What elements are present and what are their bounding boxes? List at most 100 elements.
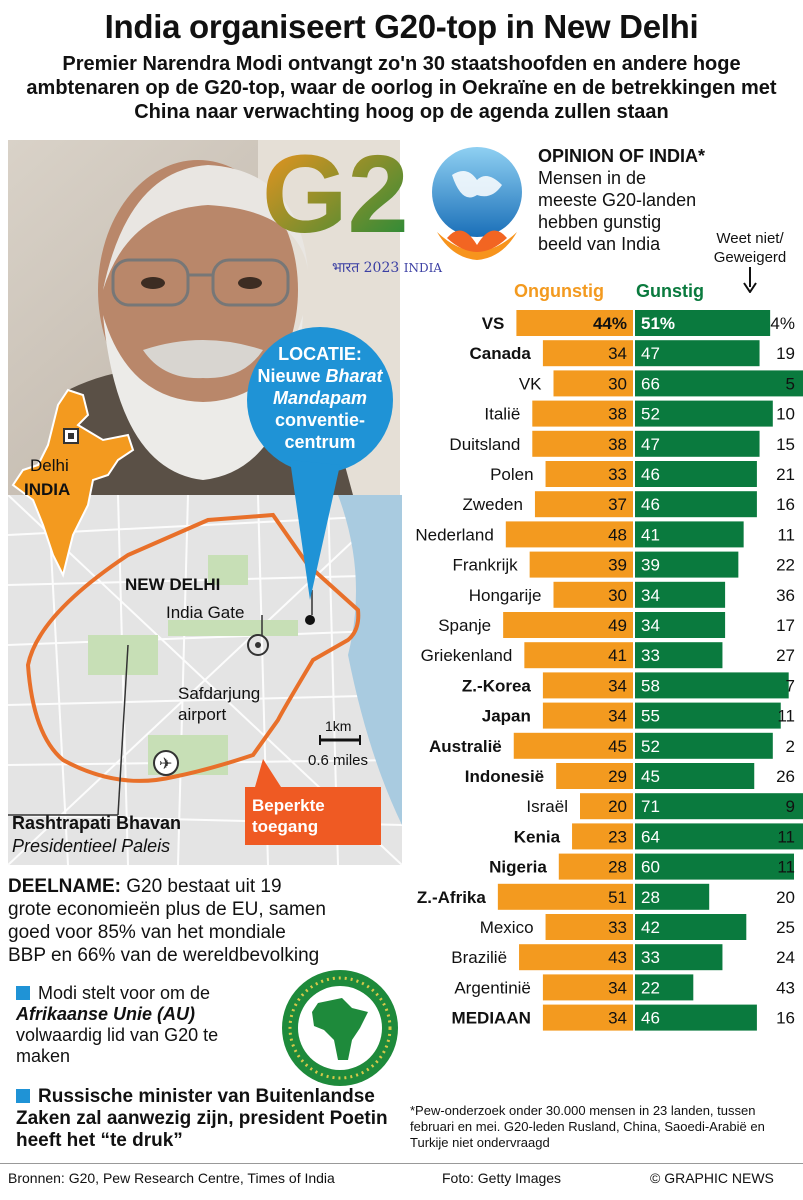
bar-favorable: [635, 642, 723, 669]
bullet-au: Modi stelt voor om de Afrikaanse Unie (A…: [16, 983, 256, 1067]
bar-favorable: [635, 491, 757, 518]
country-label: Zweden: [462, 495, 522, 514]
label-dont-know: 11: [777, 827, 795, 846]
label-favorable: 51%: [641, 314, 675, 333]
bar-favorable: [635, 370, 803, 397]
arrow-down-icon: [743, 267, 757, 294]
label-unfavorable: 38: [608, 405, 627, 424]
label-dont-know: 11: [777, 858, 795, 877]
restricted-l2: toegang: [252, 817, 319, 836]
label-unfavorable: 34: [608, 978, 627, 997]
locatie-l1: Nieuwe: [257, 366, 321, 386]
country-label: Z.-Korea: [462, 676, 532, 695]
label-favorable: 22: [641, 978, 660, 997]
bar-unfavorable: [505, 521, 633, 548]
label-unfavorable: 20: [608, 797, 627, 816]
legend-unfavorable: Ongunstig: [514, 281, 604, 301]
label-favorable: 41: [641, 525, 660, 544]
label-favorable: 46: [641, 1009, 660, 1028]
label-unfavorable: 30: [608, 374, 627, 393]
bar-unfavorable: [580, 793, 633, 820]
bar-unfavorable: [542, 672, 633, 699]
label-unfavorable: 43: [608, 948, 627, 967]
label-favorable: 58: [641, 676, 660, 695]
deelname-label: DEELNAME:: [8, 876, 121, 897]
sources: Bronnen: G20, Pew Research Centre, Times…: [8, 1170, 335, 1186]
bullet1-c: volwaardig lid van G20 te maken: [16, 1025, 219, 1066]
deelname-text: DEELNAME: G20 bestaat uit 19 grote econo…: [8, 875, 328, 967]
label-dont-know: 27: [776, 646, 795, 665]
footer-divider: [0, 1163, 803, 1164]
label-unfavorable: 45: [608, 737, 627, 756]
label-dont-know: 22: [776, 556, 795, 575]
label-favorable: 52: [641, 737, 660, 756]
bar-unfavorable: [524, 642, 633, 669]
label-dont-know: 11: [777, 707, 795, 726]
label-unfavorable: 34: [608, 344, 627, 363]
label-dont-know: 4%: [770, 314, 795, 333]
photo-credit: Foto: Getty Images: [442, 1170, 562, 1186]
bar-favorable: [635, 914, 747, 940]
label-unfavorable: 48: [608, 525, 627, 544]
label-favorable: 66: [641, 374, 660, 393]
label-dont-know: 2: [786, 737, 795, 756]
country-label: Hongarije: [469, 586, 542, 605]
label-dont-know: 10: [776, 405, 795, 424]
bar-favorable: [635, 763, 755, 789]
country-label: Italië: [484, 405, 520, 424]
bar-favorable: [635, 732, 773, 759]
label-favorable: 46: [641, 465, 660, 484]
bar-favorable: [635, 581, 726, 608]
locatie-l2-italic: Mandapam: [272, 388, 368, 408]
country-label: Mexico: [480, 918, 534, 937]
chart-title: OPINION OF INDIA*: [538, 146, 706, 166]
dk-label-l1: Weet niet/: [716, 230, 784, 247]
bar-unfavorable: [545, 461, 633, 487]
label-unfavorable: 33: [608, 465, 627, 484]
bar-unfavorable: [516, 310, 633, 336]
bar-favorable: [635, 551, 739, 578]
bullet-square-icon: [16, 986, 30, 1000]
locatie-line3: conventie-: [274, 410, 366, 430]
page-title: India organiseert G20-top in New Delhi: [104, 8, 699, 45]
locatie-line1: Nieuwe Bharat: [245, 365, 395, 387]
india-outline-map: [11, 388, 135, 578]
bar-favorable: [635, 672, 789, 699]
label-unfavorable: 44%: [593, 314, 627, 333]
country-label: Argentinië: [454, 978, 531, 997]
country-label: Indonesië: [465, 767, 544, 786]
palace-sub: Presidentieel Paleis: [12, 836, 171, 856]
label-favorable: 71: [641, 797, 660, 816]
label-unfavorable: 51: [608, 888, 627, 907]
label-unfavorable: 39: [608, 556, 627, 575]
label-unfavorable: 34: [608, 707, 627, 726]
locatie-text: LOCATIE: Nieuwe Bharat Mandapam conventi…: [245, 343, 395, 453]
airport-l2: airport: [178, 705, 227, 724]
country-label: Nigeria: [489, 858, 547, 877]
bar-unfavorable: [513, 732, 633, 759]
dk-column-label: Weet niet/ Geweigerd: [700, 229, 800, 298]
bar-favorable: [635, 461, 757, 487]
label-unfavorable: 30: [608, 586, 627, 605]
label-unfavorable: 49: [608, 616, 627, 635]
label-dont-know: 9: [786, 797, 795, 816]
label-dont-know: 24: [776, 948, 795, 967]
label-favorable: 46: [641, 495, 660, 514]
svg-text:✈: ✈: [159, 754, 172, 773]
country-label: Griekenland: [421, 646, 513, 665]
label-unfavorable: 23: [608, 827, 627, 846]
bar-unfavorable: [553, 581, 633, 608]
scale-miles: 0.6 miles: [308, 752, 369, 769]
label-unfavorable: 41: [608, 646, 627, 665]
bar-favorable: [635, 612, 726, 638]
legend-favorable: Gunstig: [636, 281, 704, 301]
label-dont-know: 16: [776, 1009, 795, 1028]
bullet1-b: Afrikaanse Unie (AU): [16, 1004, 196, 1024]
bullet1-a: Modi stelt voor om de: [38, 983, 211, 1003]
palace-name: Rashtrapati Bhavan: [12, 813, 182, 833]
country-label: Duitsland: [449, 435, 520, 454]
country-label: Japan: [482, 707, 531, 726]
logo-tagline: भारत 2023 INDIA: [332, 260, 442, 276]
bar-favorable: [635, 310, 771, 336]
label-favorable: 33: [641, 646, 660, 665]
